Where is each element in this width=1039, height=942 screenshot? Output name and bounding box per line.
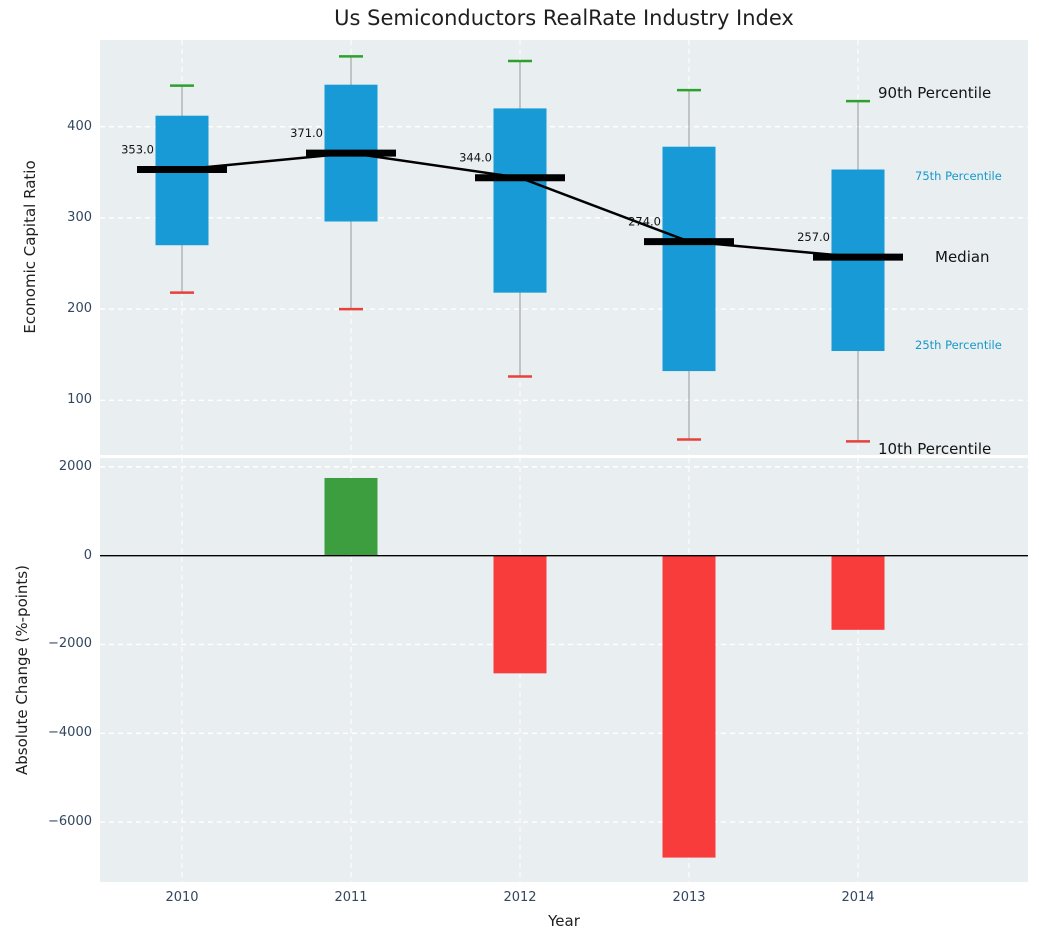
- bottom-panel-background: [100, 458, 1028, 882]
- change-bar-negative: [662, 555, 716, 858]
- median-value-label: 353.0: [121, 143, 154, 157]
- chart-title: Us Semiconductors RealRate Industry Inde…: [334, 6, 794, 30]
- percentile-annotation: 75th Percentile: [915, 168, 1002, 183]
- y-tick-label-bottom: 2000: [58, 458, 92, 474]
- box-plot-panel: 353.0 371.0 344.0 274.0 257.0: [100, 40, 1028, 455]
- y-tick-label-top: 100: [67, 392, 92, 408]
- percentile-annotation: 25th Percentile: [915, 337, 1002, 352]
- median-value-label: 257.0: [797, 230, 830, 244]
- bar-chart-panel: [100, 458, 1028, 882]
- iqr-box: [662, 146, 716, 372]
- y-tick-label-top: 200: [67, 301, 92, 317]
- change-bar-negative: [831, 555, 885, 630]
- percentile-annotation: 90th Percentile: [878, 83, 992, 102]
- y-tick-label-top: 400: [67, 118, 92, 134]
- x-tick-label: 2011: [334, 890, 368, 905]
- percentile-annotation: Median: [935, 248, 990, 267]
- change-bar-positive: [324, 477, 378, 556]
- y-tick-label-bottom: −6000: [48, 814, 92, 830]
- percentile-annotation: 10th Percentile: [878, 439, 992, 458]
- y-axis-label-bottom: Absolute Change (%-points): [13, 565, 31, 775]
- y-tick-label-top: 300: [67, 209, 92, 225]
- y-tick-label-bottom: 0: [83, 547, 92, 563]
- y-tick-label-bottom: −2000: [48, 636, 92, 652]
- median-value-label: 274.0: [628, 215, 661, 229]
- top-panel-background: [100, 40, 1028, 455]
- median-value-label: 344.0: [459, 151, 492, 165]
- x-tick-label: 2014: [841, 890, 875, 905]
- change-bar-negative: [493, 555, 547, 674]
- x-tick-label: 2012: [503, 890, 537, 905]
- iqr-box: [155, 115, 209, 246]
- iqr-box: [493, 108, 547, 293]
- x-tick-label: 2010: [165, 890, 199, 905]
- y-axis-label-top: Economic Capital Ratio: [21, 160, 39, 334]
- y-tick-label-bottom: −4000: [48, 725, 92, 741]
- median-value-label: 371.0: [290, 126, 323, 140]
- x-axis-label: Year: [548, 912, 580, 930]
- x-tick-label: 2013: [672, 890, 706, 905]
